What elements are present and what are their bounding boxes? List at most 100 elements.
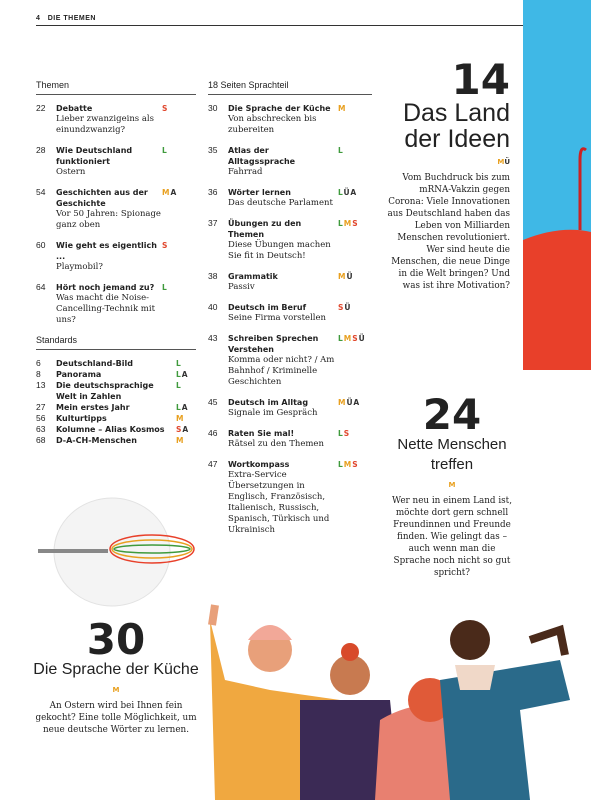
whisk — [111, 539, 193, 559]
entry-title: Wie geht es eigentlich ... — [56, 241, 157, 261]
tags: MÜ — [386, 158, 510, 166]
entry-text: Signale im Gespräch — [228, 408, 318, 418]
entry-title: Übungen zu den Themen — [228, 219, 302, 239]
page-number: 43 — [208, 333, 218, 343]
tags: M — [176, 413, 210, 424]
tags: L — [176, 380, 210, 402]
section-heading: Standards — [36, 335, 196, 350]
tag: Ü — [346, 272, 354, 281]
tag: S — [352, 460, 359, 469]
entry-text: Das deutsche Parlament — [228, 198, 333, 208]
section-title: DIE THEMEN — [47, 15, 96, 22]
tags: LÜA — [338, 187, 372, 209]
feature: 24 Nette Menschen treffen M Wer neu in eine… — [392, 394, 513, 579]
entry: 64 Hört noch jemand zu? Was macht die Nois… — [36, 282, 196, 326]
page-number: 35 — [208, 145, 218, 155]
entry-text: Vor 50 Jahren: Spionage ganz oben — [56, 209, 161, 230]
tag: S — [176, 425, 183, 434]
entry: 47 Wortkompass Extra-Service Übersetzungen… — [208, 459, 372, 536]
entry-title: Geschichten aus der Geschichte — [56, 188, 148, 208]
entry-text: Seine Firma vorstellen — [228, 313, 327, 323]
tags: MÜ — [338, 271, 372, 293]
entry-body: Atlas der Alltagssprache Fahrrad — [228, 145, 338, 178]
feature-text: Wer neu in einem Land ist, möchte dort g… — [392, 496, 513, 578]
entry-list: 30 Die Sprache der Küche Von abschrecken b… — [208, 103, 372, 536]
page-number: 6 — [36, 358, 41, 368]
feature: 30 Die Sprache der Küche M An Ostern wird b… — [30, 615, 202, 736]
entry-title: Wortkompass — [228, 460, 290, 469]
tag: M — [338, 398, 347, 407]
entry: 38 Grammatik Passiv MÜ — [208, 271, 372, 293]
tag: Ü — [343, 188, 351, 197]
entry: 63 Kolumne – Alias Kosmos SA — [36, 424, 196, 435]
tags: S — [162, 240, 196, 273]
tags: LMSÜ — [338, 333, 372, 388]
tag: L — [338, 219, 344, 228]
tag: M — [176, 436, 185, 445]
entry-body: Geschichten aus der Geschichte Vor 50 Jah… — [56, 187, 162, 231]
page-number: 40 — [208, 302, 218, 312]
object-edge — [578, 147, 587, 230]
feature: 14 Das Land der Ideen MÜ Vom Buchdruck bis … — [386, 55, 510, 292]
tags: S — [162, 103, 196, 136]
entry: 28 Wie Deutschland funktioniert Ostern L — [36, 145, 196, 178]
entry-text: Was macht die Noise-Cancelling-Technik m… — [56, 293, 155, 325]
tag: L — [176, 381, 182, 390]
entry: 8 Panorama LA — [36, 369, 196, 380]
tag: M — [343, 334, 353, 343]
tag: S — [162, 241, 169, 250]
tag: Ü — [346, 398, 354, 407]
page-number: 63 — [36, 424, 46, 434]
page-number: 64 — [36, 282, 46, 292]
feature-text: An Ostern wird bei Ihnen fein gekocht? E… — [35, 701, 197, 735]
tags: SA — [176, 424, 210, 435]
tag: M — [112, 686, 120, 694]
entry-body: Wie Deutschland funktioniert Ostern — [56, 145, 162, 178]
entry-title: Wörter lernen — [228, 188, 291, 197]
page-number: 54 — [36, 187, 46, 197]
feature-number: 14 — [451, 55, 510, 104]
entry: 54 Geschichten aus der Geschichte Vor 50 J… — [36, 187, 196, 231]
tag: L — [162, 283, 168, 292]
tags: MA — [162, 187, 196, 231]
entry-title: Panorama — [56, 370, 102, 379]
feature-number: 30 — [86, 615, 146, 664]
tag: A — [170, 188, 178, 197]
page-number: 46 — [208, 428, 218, 438]
tag: L — [176, 359, 182, 368]
tag: L — [338, 460, 344, 469]
entry-title: Raten Sie mal! — [228, 429, 295, 438]
entry-body: Grammatik Passiv — [228, 271, 338, 293]
tag: L — [176, 370, 182, 379]
entry-text: Playmobil? — [56, 262, 103, 272]
entry: 43 Schreiben Sprechen Verstehen Komma oder… — [208, 333, 372, 388]
page-number: 27 — [36, 402, 46, 412]
entry-body: Übungen zu den Themen Diese Übungen mache… — [228, 218, 338, 262]
entry-body: Wortkompass Extra-Service Übersetzungen i… — [228, 459, 338, 536]
entry-body: Deutschland-Bild — [56, 358, 176, 369]
tag: L — [338, 146, 344, 155]
tags: L — [176, 358, 210, 369]
tag: Ü — [344, 303, 352, 312]
entry: 36 Wörter lernen Das deutsche Parlament LÜA — [208, 187, 372, 209]
page-number: 38 — [208, 271, 218, 281]
entry: 30 Die Sprache der Küche Von abschrecken b… — [208, 103, 372, 136]
tag: Ü — [358, 334, 366, 343]
tag: M — [176, 414, 185, 423]
tags: M — [338, 103, 372, 136]
entry-body: Deutsch im Beruf Seine Firma vorstellen — [228, 302, 338, 324]
feature-text: Vom Buchdruck bis zum mRNA-Vakzin gegen … — [387, 173, 510, 291]
tag: A — [353, 398, 361, 407]
tag: M — [338, 272, 347, 281]
entry-title: Hört noch jemand zu? — [56, 283, 155, 292]
left-column: Themen 22 Debatte Lieber zwanzigeins als e… — [36, 80, 196, 446]
tags: L — [162, 145, 196, 178]
entry-body: Die Sprache der Küche Von abschrecken bis… — [228, 103, 338, 136]
entry-title: Mein erstes Jahr — [56, 403, 130, 412]
tag: A — [181, 370, 189, 379]
page-number: 36 — [208, 187, 218, 197]
entry-body: Hört noch jemand zu? Was macht die Noise-… — [56, 282, 162, 326]
whisk — [109, 534, 195, 564]
tag: S — [338, 303, 345, 312]
